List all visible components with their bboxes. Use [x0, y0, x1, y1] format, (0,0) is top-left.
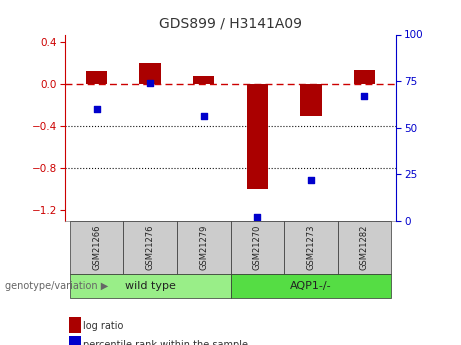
Bar: [230, 221, 284, 274]
Title: GDS899 / H3141A09: GDS899 / H3141A09: [159, 17, 302, 31]
Text: GSM21282: GSM21282: [360, 225, 369, 270]
Point: [200, 114, 207, 119]
Bar: [86, 71, 107, 84]
Point: [147, 80, 154, 86]
Bar: [300, 84, 321, 116]
Bar: [354, 70, 375, 84]
Bar: [177, 221, 230, 274]
Text: wild type: wild type: [125, 282, 176, 291]
Bar: [247, 84, 268, 189]
Text: genotype/variation ▶: genotype/variation ▶: [5, 282, 108, 291]
Text: GSM21276: GSM21276: [146, 225, 155, 270]
Point: [307, 177, 314, 183]
Bar: [193, 76, 214, 84]
Text: GSM21279: GSM21279: [199, 225, 208, 270]
Bar: [140, 63, 161, 84]
Text: AQP1-/-: AQP1-/-: [290, 282, 331, 291]
Bar: [124, 221, 177, 274]
Text: log ratio: log ratio: [83, 321, 124, 331]
Point: [254, 214, 261, 220]
Text: percentile rank within the sample: percentile rank within the sample: [83, 340, 248, 345]
Text: GSM21266: GSM21266: [92, 225, 101, 270]
Text: GSM21270: GSM21270: [253, 225, 262, 270]
Text: GSM21273: GSM21273: [306, 225, 315, 270]
Bar: [70, 221, 124, 274]
Bar: [70, 274, 230, 298]
Bar: [230, 274, 391, 298]
Bar: [284, 221, 337, 274]
Point: [93, 106, 100, 112]
Bar: [337, 221, 391, 274]
Point: [361, 93, 368, 99]
